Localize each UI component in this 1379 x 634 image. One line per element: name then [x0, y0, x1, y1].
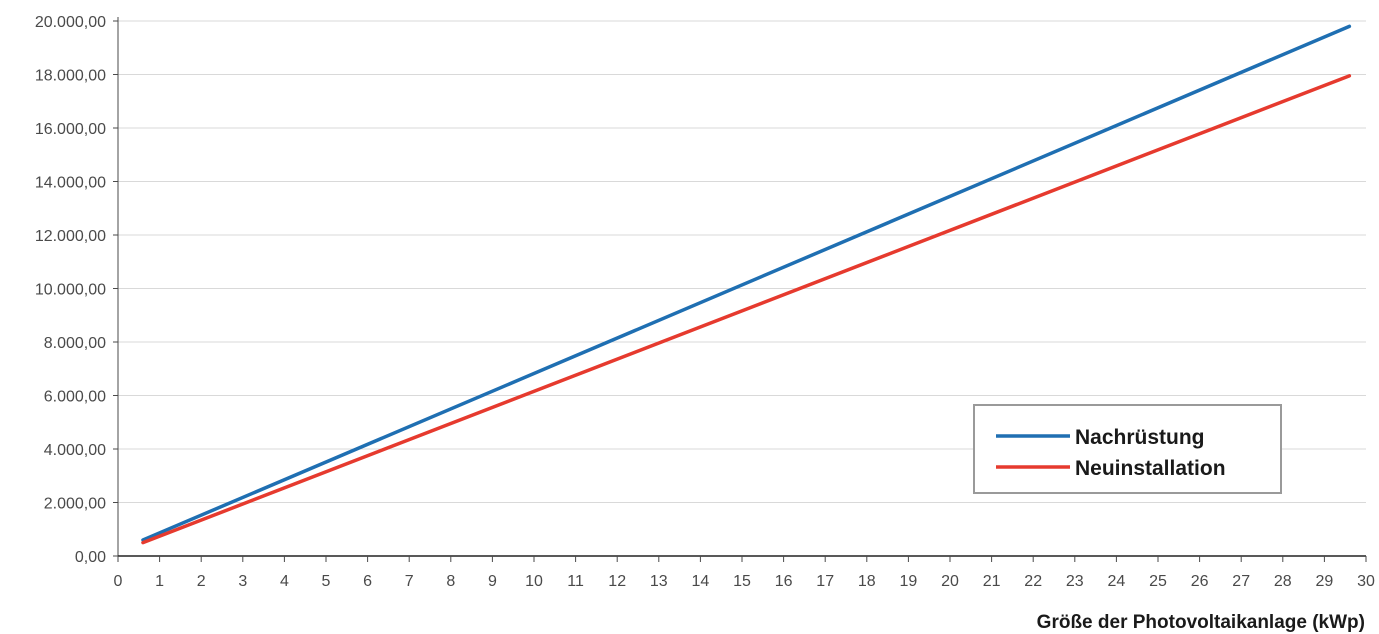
- x-tick-label: 22: [1024, 573, 1042, 590]
- legend-label: Nachrüstung: [1075, 426, 1205, 449]
- x-tick-label: 5: [322, 573, 331, 590]
- x-tick-label: 13: [650, 573, 668, 590]
- y-tick-label: 12.000,00: [35, 228, 106, 245]
- x-tick-label: 8: [446, 573, 455, 590]
- x-tick-label: 4: [280, 573, 289, 590]
- x-tick-label: 0: [114, 573, 123, 590]
- x-tick-label: 23: [1066, 573, 1084, 590]
- x-tick-label: 19: [900, 573, 918, 590]
- x-tick-label: 29: [1316, 573, 1334, 590]
- x-tick-label: 17: [816, 573, 834, 590]
- x-tick-label: 24: [1108, 573, 1126, 590]
- series-lines: [141, 24, 1352, 545]
- x-tick-label: 6: [363, 573, 372, 590]
- y-tick-label: 20.000,00: [35, 14, 106, 31]
- x-tick-label: 30: [1357, 573, 1375, 590]
- y-tick-label: 16.000,00: [35, 121, 106, 138]
- x-tick-label: 1: [155, 573, 164, 590]
- x-tick-label: 26: [1191, 573, 1209, 590]
- legend-box: [973, 404, 1282, 494]
- y-tick-label: 4.000,00: [44, 442, 106, 459]
- x-tick-label: 2: [197, 573, 206, 590]
- x-tick-label: 14: [692, 573, 710, 590]
- x-tick-label: 9: [488, 573, 497, 590]
- x-tick-label: 21: [983, 573, 1001, 590]
- x-tick-label: 3: [238, 573, 247, 590]
- y-tick-label: 0,00: [75, 549, 106, 566]
- x-tick-label: 25: [1149, 573, 1167, 590]
- x-axis-title: Größe der Photovoltaikanlage (kWp): [1037, 612, 1365, 633]
- y-tick-label: 14.000,00: [35, 175, 106, 192]
- x-tick-label: 20: [941, 573, 959, 590]
- legend-label: Neuinstallation: [1075, 457, 1226, 480]
- y-tick-label: 18.000,00: [35, 68, 106, 85]
- axes: 0,00 2.000,00 4.000,00 6.000,00 8.000,00 10.0…: [35, 14, 1375, 590]
- x-tick-label: 15: [733, 573, 751, 590]
- y-tick-label: 8.000,00: [44, 335, 106, 352]
- series-line-nachrüstung: [141, 24, 1352, 542]
- x-tick-label: 18: [858, 573, 876, 590]
- x-tick-label: 10: [525, 573, 543, 590]
- x-tick-label: 12: [608, 573, 626, 590]
- x-tick-label: 27: [1232, 573, 1250, 590]
- y-tick-label: 2.000,00: [44, 496, 106, 513]
- x-tick-label: 28: [1274, 573, 1292, 590]
- series-line-neuinstallation: [141, 74, 1352, 545]
- x-tick-label: 7: [405, 573, 414, 590]
- legend: Nachrüstung Neuinstallation: [973, 404, 1282, 494]
- y-tick-label: 6.000,00: [44, 389, 106, 406]
- x-tick-label: 16: [775, 573, 793, 590]
- x-tick-label: 11: [567, 573, 584, 590]
- grid-lines: [118, 20, 1366, 503]
- y-tick-label: 10.000,00: [35, 282, 106, 299]
